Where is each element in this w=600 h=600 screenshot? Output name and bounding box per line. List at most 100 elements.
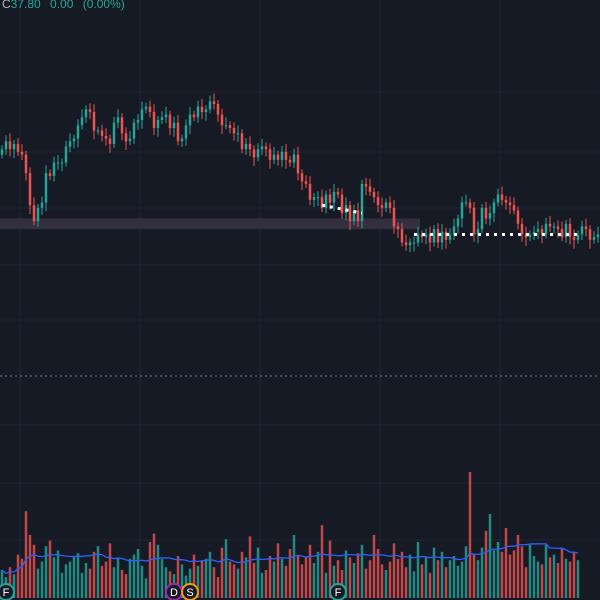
candle-body [48,173,52,176]
candle-body [340,194,344,214]
volume-bar [344,550,348,598]
candle-body [256,149,260,158]
volume-bar [112,567,116,598]
volume-bar [448,560,452,598]
volume-bar [500,551,504,598]
volume-bar [388,561,392,598]
candle-body [184,125,188,139]
candle [40,196,44,216]
candle-body [128,138,132,142]
candle-body [232,127,236,134]
candle [400,223,404,247]
candle-body [196,106,200,118]
volume-bar [460,561,464,598]
volume-bar [544,544,548,598]
candle-body [552,226,556,228]
candle [480,203,484,234]
event-badge[interactable]: F [329,583,347,600]
candle [248,136,252,157]
volume-bar [236,568,240,598]
candle-body [200,106,204,112]
volume-bar [240,551,244,598]
volume-bar [372,535,376,598]
event-badge[interactable]: F [0,583,15,600]
candle-body [228,125,232,128]
candle [184,119,188,146]
volume-bar [356,553,360,598]
candle [536,221,540,239]
volume-bar [76,553,80,598]
candle [176,114,180,146]
candle [224,117,228,130]
volume-bar [556,563,560,598]
event-badge[interactable]: D [165,583,183,600]
candle-body [20,151,24,155]
candle-body [24,154,28,174]
candle [384,198,388,212]
candle [340,188,344,219]
candle [336,187,340,199]
volume-bar [148,542,152,598]
candle-body [352,210,356,222]
candle-body [248,143,252,150]
candle [124,127,128,151]
candle [260,138,264,155]
candle-body [320,197,324,208]
candle [560,221,564,242]
event-badge-circle [0,583,15,600]
volume-bar [428,572,432,598]
volume-bar [508,554,512,598]
volume-bar [68,561,72,598]
volume-bar [440,551,444,598]
candle [416,226,420,247]
candle-body [112,122,116,144]
candle [440,224,444,250]
candle [512,197,516,215]
volume-bar [48,540,52,598]
volume-bar [232,564,236,598]
candle [132,118,136,145]
candle [72,134,76,149]
close-label: C [2,0,11,11]
candle [0,145,4,159]
candle-body [428,234,432,243]
volume-bar [44,546,48,598]
candle [364,178,368,196]
candle [584,218,588,237]
volume-bar [548,557,552,598]
candle-body [272,154,276,160]
candle [232,122,236,141]
candle [32,197,36,226]
volume-bar [472,554,476,598]
candle [220,108,224,135]
event-badge[interactable]: S [181,583,199,600]
candle-body [0,149,4,155]
candle [388,196,392,214]
candle-body [356,210,360,222]
volume-bar [376,549,380,598]
candle-body [144,106,148,110]
candle-body [360,183,364,222]
volume-bar [400,551,404,598]
volume-bar [420,564,424,598]
volume-bar [108,543,112,598]
candle [92,104,96,140]
volume-bar [468,472,472,598]
candle [188,106,192,135]
candle-body [572,237,576,240]
candle [4,135,8,155]
volume-bar [520,546,524,598]
candle [508,196,512,214]
volume-bar [152,533,156,598]
candle [88,103,92,120]
volume-bar [492,550,496,598]
volume-bar [192,554,196,598]
candle [296,146,300,181]
volume-bar [20,558,24,598]
volume-bar [300,564,304,598]
candle [588,225,592,249]
candle-body [4,141,8,150]
